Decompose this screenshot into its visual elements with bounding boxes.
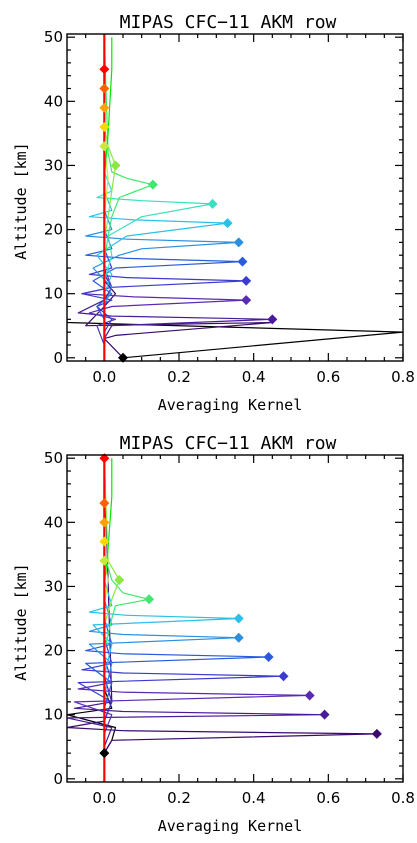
y-tick-label: 40 [44,513,63,531]
peak-marker [233,632,244,643]
x-tick-label: 0.8 [391,789,415,807]
y-axis-label: Altitude [km] [12,142,30,259]
kernel-line [77,37,273,352]
x-tick-label: 0.0 [92,789,116,807]
peak-marker [99,748,110,759]
peak-marker [99,141,110,152]
peak-marker [99,517,110,528]
y-tick-label: 0 [53,770,63,788]
x-tick-label: 0.2 [167,368,191,386]
peak-marker [99,64,110,75]
kernel-line [85,458,270,709]
peak-marker [241,275,252,286]
peak-marker [207,198,218,209]
y-tick-label: 0 [53,349,63,367]
kernel-lines [67,37,403,359]
x-tick-label: 0.6 [316,789,340,807]
kernel-lines [67,458,378,754]
peak-marker [147,179,158,190]
peak-marker [222,218,233,229]
kernel-line [85,37,244,320]
kernel-line [73,458,311,735]
kernel-line [67,458,378,754]
y-tick-label: 50 [44,449,63,467]
peak-marker [237,256,248,267]
akm-chart-top-svg: MIPAS CFC−11 AKM row Altitude [km] Avera… [12,12,415,414]
peak-marker [267,314,278,325]
y-tick-label: 20 [44,642,63,660]
peak-marker [144,594,155,605]
peak-marker [99,536,110,547]
akm-chart-top: MIPAS CFC−11 AKM row Altitude [km] Avera… [0,0,417,421]
kernel-line [103,458,150,651]
x-tick-label: 0.4 [242,368,266,386]
kernel-line [67,319,403,359]
axis-ticks: 0.0 0.2 0.4 0.6 0.8 0 10 20 30 40 50 [44,28,415,386]
peak-marker [99,453,110,464]
peak-marker [233,613,244,624]
peak-marker [99,102,110,113]
peak-marker [99,121,110,132]
x-tick-label: 0.2 [167,789,191,807]
x-tick-label: 0.0 [92,368,116,386]
peak-marker [118,352,128,363]
peak-markers [99,453,382,759]
x-axis-label: Averaging Kernel [158,817,303,835]
kernel-line [103,37,113,179]
peak-marker [263,651,274,662]
y-tick-label: 20 [44,221,63,239]
x-tick-label: 0.4 [242,789,266,807]
axis-ticks: 0.0 0.2 0.4 0.6 0.8 0 10 20 30 40 50 [44,449,415,807]
akm-chart-bottom-svg: MIPAS CFC−11 AKM row Altitude [km] Avera… [12,433,415,835]
peak-marker [99,555,110,566]
peak-marker [278,671,289,682]
kernel-line [85,37,273,359]
y-tick-label: 10 [44,285,63,303]
peak-marker [99,83,110,94]
x-tick-label: 0.6 [316,368,340,386]
plot-frame [66,33,404,362]
peak-marker [319,709,330,720]
x-axis-label: Averaging Kernel [158,396,303,414]
plot-frame [66,454,404,783]
y-tick-label: 40 [44,92,63,110]
peak-marker [304,690,315,701]
peak-marker [241,295,252,306]
peak-marker [233,237,244,248]
chart-title: MIPAS CFC−11 AKM row [120,433,337,454]
peak-markers [99,64,278,363]
peak-marker [371,728,382,739]
y-axis-label: Altitude [km] [12,563,30,680]
akm-chart-bottom: MIPAS CFC−11 AKM row Altitude [km] Avera… [0,421,417,842]
peak-marker [99,498,110,509]
y-tick-label: 50 [44,28,63,46]
kernel-line [103,458,113,587]
peak-marker [114,575,125,586]
y-tick-label: 30 [44,577,63,595]
x-tick-label: 0.8 [391,368,415,386]
kernel-line [81,37,247,333]
y-tick-label: 30 [44,156,63,174]
peak-marker [110,160,121,171]
chart-title: MIPAS CFC−11 AKM row [120,12,337,33]
y-tick-label: 10 [44,706,63,724]
kernel-line [77,458,285,722]
